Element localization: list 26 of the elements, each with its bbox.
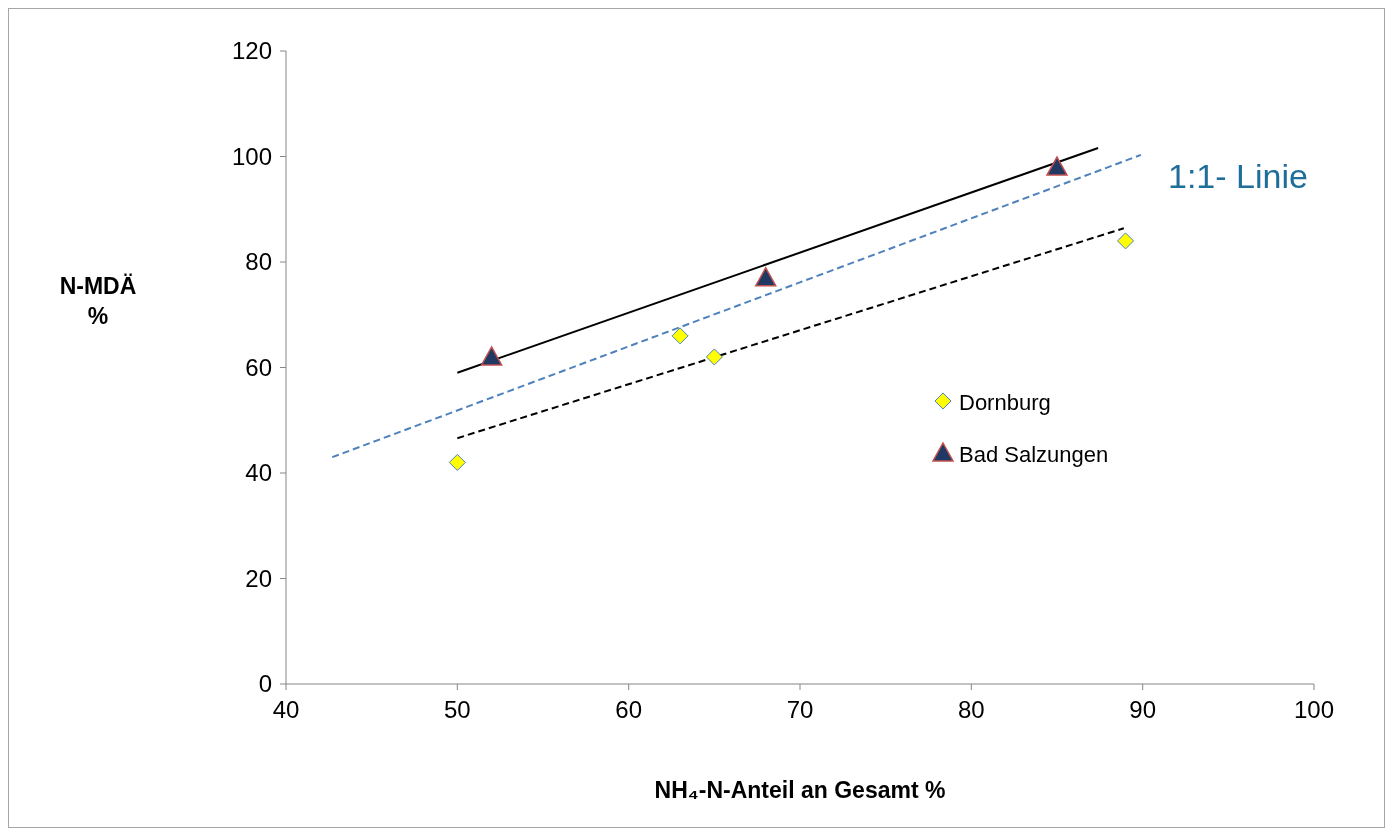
point <box>1117 232 1135 250</box>
x-tick-label: 50 <box>443 696 471 723</box>
point <box>1046 156 1068 176</box>
y-tick-label: 0 <box>258 670 272 697</box>
point <box>754 267 777 287</box>
x-tick-label: 100 <box>1293 696 1335 723</box>
y-tick-label: 40 <box>245 459 272 486</box>
y-tick-label: 80 <box>245 248 272 275</box>
y-tick-label: 100 <box>231 142 272 170</box>
annotation: 1:1- Linie <box>1168 157 1308 195</box>
point <box>448 453 466 471</box>
x-tick-label: 80 <box>957 696 985 723</box>
legend-label: Bad Salzungen <box>959 442 1109 467</box>
y-tick-label: 60 <box>245 353 272 381</box>
legend-label: Dornburg <box>959 390 1051 415</box>
x-tick-label: 90 <box>1129 696 1157 723</box>
x-tick-label: 70 <box>786 696 814 723</box>
y-tick-label: 20 <box>245 564 272 592</box>
y-axis-title: N-MDÄ % <box>59 273 137 329</box>
point <box>671 327 689 345</box>
point <box>705 348 723 366</box>
x-tick-label: 40 <box>272 696 300 723</box>
x-tick-label: 60 <box>615 696 643 723</box>
y-tick-label: 120 <box>231 37 272 64</box>
x-axis-title: NH₄-N-Anteil an Gesamt % <box>654 777 946 803</box>
point <box>480 346 503 366</box>
